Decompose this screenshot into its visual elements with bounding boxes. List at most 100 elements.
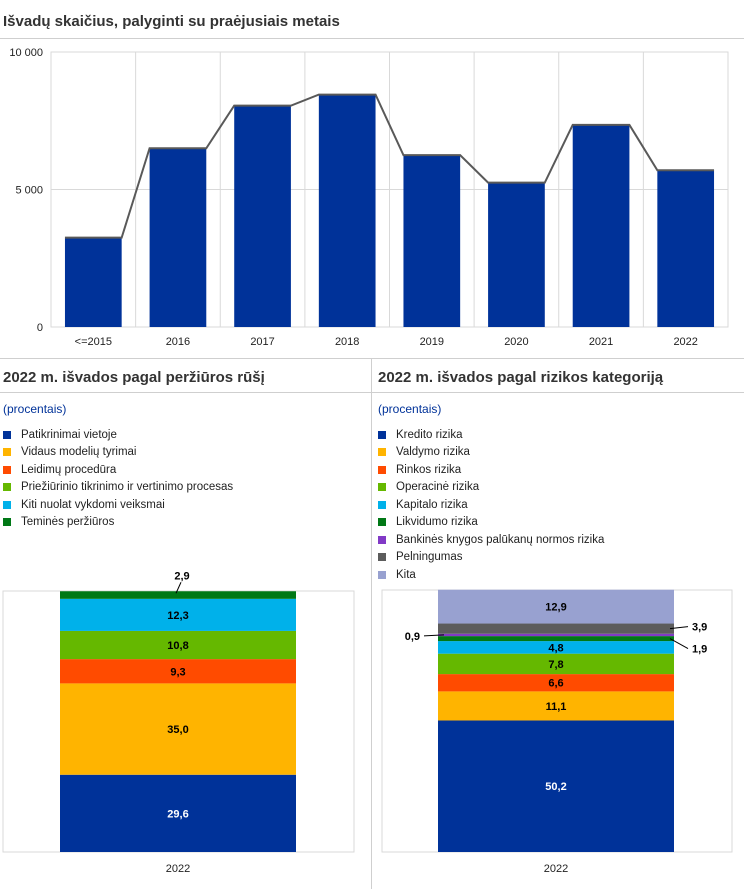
- legend-swatch: [378, 483, 386, 492]
- section-divider: [0, 358, 744, 359]
- x-tick-label: 2020: [504, 336, 528, 348]
- legend-swatch: [3, 448, 11, 457]
- y-tick-label: 0: [37, 322, 43, 334]
- legend-swatch: [378, 570, 386, 579]
- legend-label: Valdymo rizika: [396, 446, 470, 459]
- left-segment-0: [60, 774, 296, 852]
- right-segment-2: [438, 674, 674, 692]
- legend-item: Kita: [378, 566, 604, 584]
- left-data-label: 9,3: [170, 666, 185, 678]
- legend-swatch: [378, 465, 386, 474]
- left-data-label: 12,3: [167, 610, 188, 622]
- legend-label: Priežiūrinio tikrinimo ir vertinimo proc…: [21, 481, 234, 494]
- legend-item: Leidimų procedūra: [3, 461, 233, 479]
- legend-item: Pelningumas: [378, 549, 604, 567]
- bar-2020: [488, 182, 545, 327]
- right-segment-3: [438, 653, 674, 675]
- right-x-tick-label: 2022: [544, 863, 568, 875]
- bar-2017: [234, 105, 291, 327]
- x-tick-label: 2017: [250, 336, 274, 348]
- right-segment-5: [438, 636, 674, 642]
- left-chart-title: 2022 m. išvados pagal peržiūros rūšį: [3, 369, 265, 386]
- right-leader-line: [423, 634, 445, 637]
- y-tick-label: 10 000: [9, 47, 43, 59]
- legend-label: Operacinė rizika: [396, 481, 480, 494]
- bar-2021: [572, 124, 630, 327]
- legend-item: Kredito rizika: [378, 426, 604, 444]
- legend-swatch: [378, 448, 386, 457]
- right-data-label: 11,1: [546, 701, 567, 713]
- legend-swatch: [3, 465, 11, 474]
- right-segment-8: [438, 589, 674, 624]
- right-data-label: 50,2: [545, 781, 566, 793]
- legend-swatch: [3, 483, 11, 492]
- x-tick-label: <=2015: [75, 336, 112, 348]
- legend-item: Patikrinimai vietoje: [3, 426, 233, 444]
- right-data-label: 0,9: [405, 631, 420, 643]
- left-leader-line: [175, 582, 182, 594]
- legend-item: Vidaus modelių tyrimai: [3, 444, 233, 462]
- legend-swatch: [378, 518, 386, 527]
- right-segment-7: [438, 623, 674, 634]
- bar-2018: [318, 94, 376, 327]
- top-title-divider: [0, 38, 744, 39]
- legend-item: Bankinės knygos palūkanų normos rizika: [378, 531, 604, 549]
- left-chart-subtitle: (procentais): [3, 402, 67, 416]
- legend-item: Kiti nuolat vykdomi veiksmai: [3, 496, 233, 514]
- legend-swatch: [378, 430, 386, 439]
- left-segment-2: [60, 659, 296, 684]
- legend-item: Rinkos rizika: [378, 461, 604, 479]
- right-data-label: 6,6: [548, 678, 563, 690]
- x-tick-label: 2016: [166, 336, 190, 348]
- y-tick-label: 5 000: [15, 185, 43, 197]
- legend-label: Kita: [396, 568, 416, 581]
- bar-<=2015: [64, 237, 122, 327]
- top-chart-title: Išvadų skaičius, palyginti su praėjusiai…: [3, 13, 340, 30]
- left-segment-1: [60, 683, 296, 775]
- left-x-tick-label: 2022: [166, 863, 190, 875]
- top-bar-chart: 0 5 000 10 000 <=2015 2016 2017 2018 2019 2020 20…: [9, 47, 729, 348]
- right-data-label: 3,9: [692, 622, 707, 634]
- right-data-label: 12,9: [545, 602, 566, 614]
- left-data-label: 2,9: [174, 570, 189, 582]
- left-data-label: 35,0: [167, 724, 188, 736]
- legend-swatch: [378, 553, 386, 562]
- legend-swatch: [378, 535, 386, 544]
- right-chart-title: 2022 m. išvados pagal rizikos kategoriją: [378, 369, 664, 386]
- left-chart-legend: Patikrinimai vietoje Vidaus modelių tyrim…: [3, 426, 233, 531]
- right-leader-line: [669, 626, 689, 630]
- legend-label: Kredito rizika: [396, 428, 463, 441]
- legend-swatch: [3, 500, 11, 509]
- legend-item: Kapitalo rizika: [378, 496, 604, 514]
- legend-swatch: [378, 500, 386, 509]
- right-plot-frame: [381, 589, 733, 853]
- legend-item: Valdymo rizika: [378, 444, 604, 462]
- left-plot-frame: [2, 590, 355, 853]
- legend-swatch: [3, 430, 11, 439]
- right-leader-line: [669, 638, 689, 650]
- left-segment-3: [60, 630, 296, 660]
- right-segment-0: [438, 720, 674, 852]
- column-divider: [371, 358, 372, 889]
- left-data-label: 29,6: [167, 808, 188, 820]
- legend-label: Leidimų procedūra: [21, 463, 117, 476]
- legend-label: Patikrinimai vietoje: [21, 428, 117, 441]
- x-tick-label: 2019: [420, 336, 444, 348]
- legend-label: Likvidumo rizika: [396, 516, 478, 529]
- legend-item: Priežiūrinio tikrinimo ir vertinimo proc…: [3, 479, 233, 497]
- bar-2016: [149, 148, 207, 327]
- right-title-divider: [372, 392, 744, 393]
- legend-label: Kiti nuolat vykdomi veiksmai: [21, 498, 165, 511]
- left-data-label: 10,8: [167, 640, 188, 652]
- legend-label: Kapitalo rizika: [396, 498, 468, 511]
- left-segment-5: [60, 591, 296, 599]
- right-segment-4: [438, 641, 674, 654]
- right-chart-subtitle: (procentais): [378, 402, 442, 416]
- x-tick-label: 2021: [589, 336, 613, 348]
- right-segment-6: [438, 633, 674, 637]
- legend-label: Pelningumas: [396, 551, 463, 564]
- bar-2022: [657, 170, 715, 327]
- right-data-label: 7,8: [548, 659, 563, 671]
- x-tick-label: 2022: [673, 336, 697, 348]
- legend-label: Bankinės knygos palūkanų normos rizika: [396, 533, 605, 546]
